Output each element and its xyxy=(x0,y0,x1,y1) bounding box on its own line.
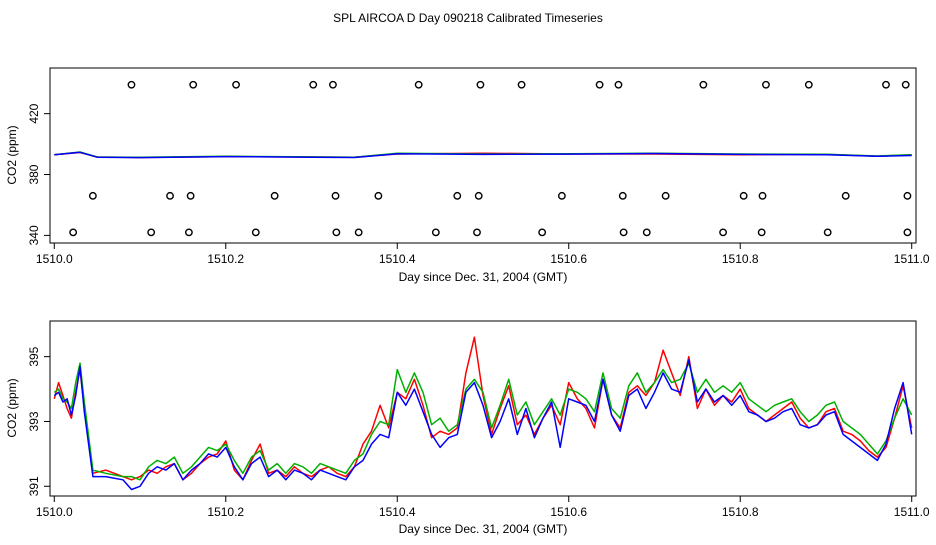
top-marker xyxy=(804,80,813,89)
top-x-tick-label: 1510.4 xyxy=(379,252,416,266)
top-marker xyxy=(474,191,483,200)
top-x-axis-label: Day since Dec. 31, 2004 (GMT) xyxy=(399,270,568,284)
top-marker xyxy=(762,80,770,89)
bottom-panel: Day since Dec. 31, 2004 (GMT) CO2 (ppm) … xyxy=(5,320,930,536)
top-marker xyxy=(354,228,363,237)
top-marker xyxy=(453,191,462,200)
top-marker xyxy=(189,80,198,89)
top-marker xyxy=(618,191,627,200)
top-marker xyxy=(251,228,260,237)
top-x-tick-label: 1510.6 xyxy=(550,252,587,266)
top-x-tick-label: 1510.0 xyxy=(36,252,73,266)
top-marker xyxy=(414,80,423,89)
bottom-y-tick-label: 391 xyxy=(27,476,41,496)
bottom-y-tick-label: 393 xyxy=(27,411,41,431)
top-marker xyxy=(431,228,440,237)
top-marker xyxy=(538,228,547,237)
bottom-x-tick-label: 1511.0 xyxy=(894,505,930,519)
bottom-series-blue xyxy=(53,359,913,491)
top-marker xyxy=(739,191,748,200)
bottom-x-axis-label: Day since Dec. 31, 2004 (GMT) xyxy=(399,522,568,536)
top-panel: Day since Dec. 31, 2004 (GMT) CO2 (ppm) … xyxy=(5,67,930,284)
top-y-tick-label: 380 xyxy=(27,164,41,184)
top-marker xyxy=(823,228,832,237)
bottom-x-tick-label: 1510.2 xyxy=(207,505,244,519)
top-y-tick-label: 340 xyxy=(27,225,41,245)
bottom-y-axis-label: CO2 (ppm) xyxy=(5,378,19,437)
top-marker xyxy=(232,80,240,89)
top-marker xyxy=(614,80,623,89)
bottom-panel-frame xyxy=(49,320,917,497)
top-marker xyxy=(517,80,526,89)
top-y-tick-label: 420 xyxy=(27,103,41,123)
top-marker xyxy=(841,191,850,200)
top-marker xyxy=(901,80,910,89)
top-marker xyxy=(661,191,670,200)
bottom-x-tick-label: 1510.8 xyxy=(722,505,759,519)
top-marker xyxy=(903,228,912,237)
top-marker xyxy=(557,191,566,200)
top-marker xyxy=(903,191,912,200)
top-x-tick-label: 1511.0 xyxy=(894,252,930,266)
top-marker xyxy=(331,191,340,200)
top-marker xyxy=(719,228,727,237)
top-marker xyxy=(882,80,890,89)
top-marker xyxy=(270,191,279,200)
top-marker xyxy=(127,80,136,89)
top-marker xyxy=(758,191,767,200)
top-marker xyxy=(186,191,195,200)
top-x-tick-label: 1510.8 xyxy=(722,252,759,266)
bottom-series-green xyxy=(53,362,913,481)
top-marker xyxy=(185,228,193,237)
bottom-x-tick-label: 1510.0 xyxy=(36,505,73,519)
bottom-y-tick-label: 395 xyxy=(27,346,41,366)
top-marker xyxy=(147,228,156,237)
bottom-x-tick-label: 1510.6 xyxy=(550,505,587,519)
top-x-tick-label: 1510.2 xyxy=(207,252,244,266)
top-marker xyxy=(699,80,708,89)
top-marker xyxy=(329,80,337,89)
top-marker xyxy=(332,228,341,237)
top-marker xyxy=(69,228,78,237)
top-marker xyxy=(757,228,766,237)
top-marker xyxy=(595,80,604,89)
top-marker xyxy=(374,191,383,200)
bottom-series-red xyxy=(53,336,913,481)
top-marker xyxy=(88,191,97,200)
top-y-axis-label: CO2 (ppm) xyxy=(5,125,19,184)
top-marker xyxy=(642,228,651,237)
top-marker xyxy=(166,191,174,200)
bottom-x-tick-label: 1510.4 xyxy=(379,505,416,519)
top-marker xyxy=(476,80,485,89)
top-marker xyxy=(619,228,628,237)
top-marker xyxy=(309,80,318,89)
top-series-blue xyxy=(54,151,912,159)
top-panel-frame xyxy=(49,67,917,244)
top-marker xyxy=(473,228,481,237)
chart-title: SPL AIRCOA D Day 090218 Calibrated Times… xyxy=(333,11,603,25)
